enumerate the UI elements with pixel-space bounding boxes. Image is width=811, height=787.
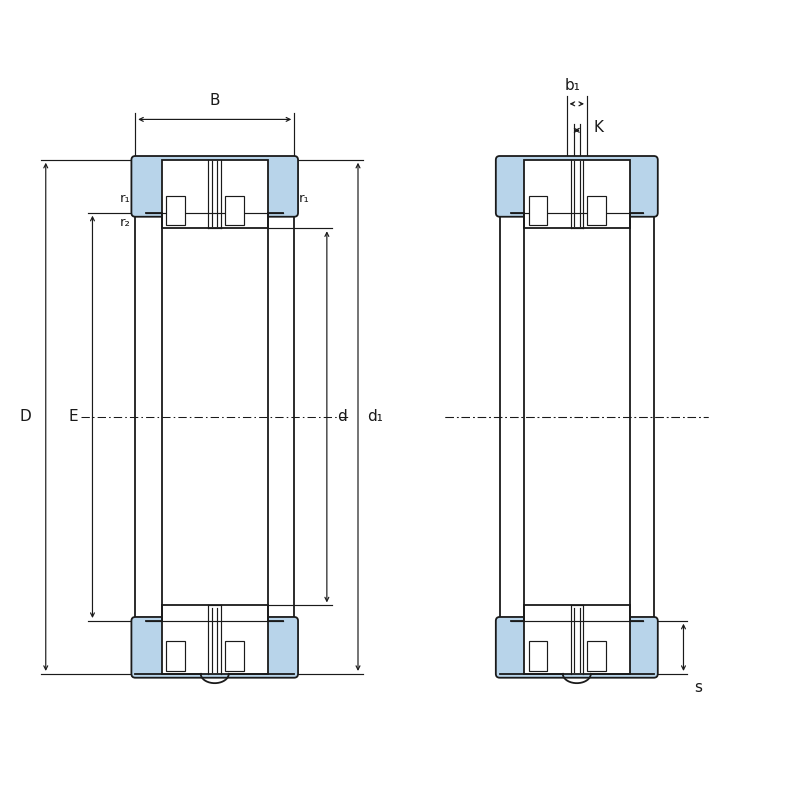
Bar [529, 196, 547, 225]
Bar [587, 196, 606, 225]
Text: b₁: b₁ [565, 78, 581, 93]
Text: K: K [594, 120, 604, 135]
Bar [161, 160, 268, 228]
Bar [587, 641, 606, 671]
Bar [225, 641, 243, 671]
Bar [166, 641, 185, 671]
Bar [166, 196, 185, 225]
FancyBboxPatch shape [496, 156, 658, 216]
Text: r₁: r₁ [298, 192, 310, 205]
FancyBboxPatch shape [131, 617, 298, 678]
Text: d: d [337, 409, 347, 424]
Bar [524, 160, 630, 228]
Bar [529, 641, 547, 671]
Text: s: s [694, 680, 702, 696]
Text: r₂: r₂ [237, 168, 247, 180]
Bar [225, 196, 243, 225]
Text: E: E [69, 409, 79, 424]
Bar [161, 605, 268, 674]
FancyBboxPatch shape [496, 617, 658, 678]
Text: B: B [209, 93, 220, 108]
Text: D: D [20, 409, 32, 424]
Bar [524, 605, 630, 674]
Text: r₁: r₁ [120, 192, 131, 205]
Text: d₁: d₁ [367, 409, 384, 424]
FancyBboxPatch shape [131, 156, 298, 216]
Text: r₂: r₂ [120, 216, 131, 229]
